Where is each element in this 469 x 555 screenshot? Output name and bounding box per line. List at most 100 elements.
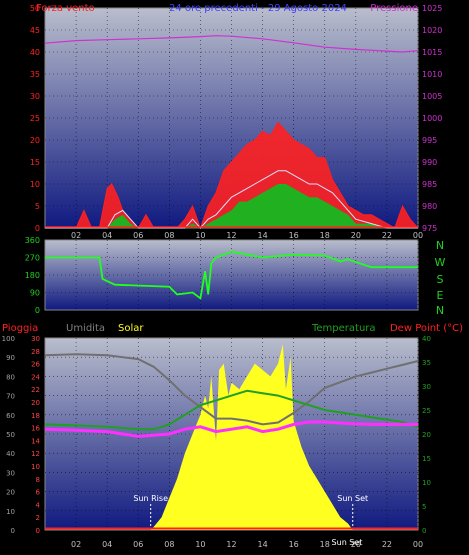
compass-n-bottom: N — [436, 304, 444, 317]
y-right-tick: 10 — [422, 479, 431, 487]
series-solar — [45, 344, 418, 530]
y-outer-tick: 50 — [6, 431, 15, 439]
y-right-tick: 5 — [422, 503, 426, 511]
top-grid — [45, 8, 419, 228]
y-left-tick: 35 — [30, 70, 40, 79]
series-avg — [45, 170, 418, 229]
x-tick-top: 12 — [226, 231, 236, 240]
y-outer-tick: 20 — [6, 489, 15, 497]
y-right-tick: 0 — [422, 527, 426, 535]
y-outer-tick: 70 — [6, 393, 15, 401]
series-humidity — [44, 353, 419, 426]
series-direction — [45, 250, 418, 300]
x-tick-bottom: 08 — [164, 540, 174, 549]
y-left-tick: 40 — [30, 48, 40, 57]
solar-label: Solar — [118, 323, 144, 334]
y-right-tick: 1025 — [422, 4, 442, 13]
chart-marks — [44, 35, 419, 530]
y-left-tick: 5 — [35, 202, 40, 211]
y-inner-tick: 22 — [31, 386, 40, 394]
y-inner-tick: 20 — [31, 399, 40, 407]
x-tick-bottom: 02 — [71, 540, 81, 549]
y-right-tick: 15 — [422, 455, 431, 463]
compass-w: W — [435, 256, 446, 269]
y-left-tick: 50 — [30, 4, 40, 13]
y-right-tick: 985 — [422, 180, 437, 189]
y-inner-tick: 16 — [31, 425, 40, 433]
x-tick-bottom: 22 — [382, 540, 392, 549]
compass-n-top: N — [436, 239, 444, 252]
sunrise-label: Sun Rise — [133, 494, 168, 503]
temperature-label: Temperatura — [311, 323, 376, 334]
y-outer-tick: 80 — [6, 373, 15, 381]
y-right-tick: 1010 — [422, 70, 442, 79]
y-outer-tick: 100 — [2, 335, 15, 343]
y-inner-tick: 10 — [31, 463, 40, 471]
y-left-tick: 0 — [35, 224, 40, 233]
series-gust — [45, 121, 419, 230]
x-tick-top: 20 — [351, 231, 361, 240]
overlay-label: Sun Set — [332, 538, 363, 547]
series-temperature — [44, 389, 419, 431]
top-right-label: Pressione — [370, 3, 418, 14]
x-tick-top: 08 — [164, 231, 174, 240]
top-title: 24 ore precedenti - 29 Agosto 2024 — [169, 3, 347, 14]
dir-tick: 180 — [25, 271, 40, 280]
y-inner-tick: 12 — [31, 450, 40, 458]
y-left-tick: 10 — [30, 180, 40, 189]
series-speed-area — [45, 184, 418, 228]
x-tick-top: 22 — [382, 231, 392, 240]
y-inner-tick: 24 — [31, 373, 40, 381]
x-tick-top: 02 — [71, 231, 81, 240]
y-left-tick: 20 — [30, 136, 40, 145]
y-inner-tick: 2 — [36, 514, 40, 522]
humidity-label: Umidita — [66, 323, 105, 334]
y-right-tick: 990 — [422, 158, 437, 167]
top-left-label: Forza vento — [36, 3, 95, 14]
y-inner-tick: 30 — [31, 335, 40, 343]
y-right-tick: 980 — [422, 202, 437, 211]
series-pressure — [44, 35, 419, 53]
x-tick-bottom: 04 — [102, 540, 112, 549]
x-tick-top: 06 — [133, 231, 143, 240]
x-tick-top: 04 — [102, 231, 112, 240]
y-outer-tick: 60 — [6, 412, 15, 420]
dir-tick: 90 — [30, 289, 40, 298]
y-right-tick: 25 — [422, 407, 431, 415]
y-inner-tick: 14 — [31, 437, 40, 445]
y-right-tick: 1020 — [422, 26, 442, 35]
y-inner-tick: 4 — [36, 501, 41, 509]
dir-tick: 0 — [35, 306, 40, 315]
y-right-tick: 995 — [422, 136, 437, 145]
sunset-label: Sun Set — [337, 494, 368, 503]
compass-s: S — [437, 273, 444, 286]
y-inner-tick: 6 — [36, 489, 41, 497]
y-right-tick: 1015 — [422, 48, 442, 57]
x-tick-top: 16 — [289, 231, 299, 240]
y-outer-tick: 10 — [6, 508, 15, 516]
y-right-tick: 40 — [422, 335, 431, 343]
y-right-tick: 30 — [422, 383, 431, 391]
tick-labels: 0510152025303540455097598098599099510001… — [2, 4, 443, 549]
y-left-tick: 15 — [30, 158, 40, 167]
y-right-tick: 1000 — [422, 114, 442, 123]
y-left-tick: 30 — [30, 92, 40, 101]
x-tick-bottom: 00 — [413, 540, 423, 549]
x-tick-bottom: 06 — [133, 540, 143, 549]
y-right-tick: 1005 — [422, 92, 442, 101]
y-outer-tick: 30 — [6, 469, 15, 477]
y-inner-tick: 18 — [31, 412, 40, 420]
y-right-tick: 975 — [422, 224, 437, 233]
compass-labels: N W S E N — [435, 239, 446, 317]
bottom-left-label: Pioggia — [2, 323, 38, 334]
dewpoint-label: Dew Point (°C) — [390, 323, 463, 334]
x-tick-top: 10 — [195, 231, 205, 240]
y-inner-tick: 28 — [31, 348, 40, 356]
x-tick-top: 18 — [320, 231, 330, 240]
x-tick-bottom: 16 — [289, 540, 299, 549]
y-outer-tick: 40 — [6, 450, 15, 458]
direction-panel — [44, 239, 419, 311]
series-dewpoint — [44, 420, 418, 438]
y-right-tick: 20 — [422, 431, 431, 439]
